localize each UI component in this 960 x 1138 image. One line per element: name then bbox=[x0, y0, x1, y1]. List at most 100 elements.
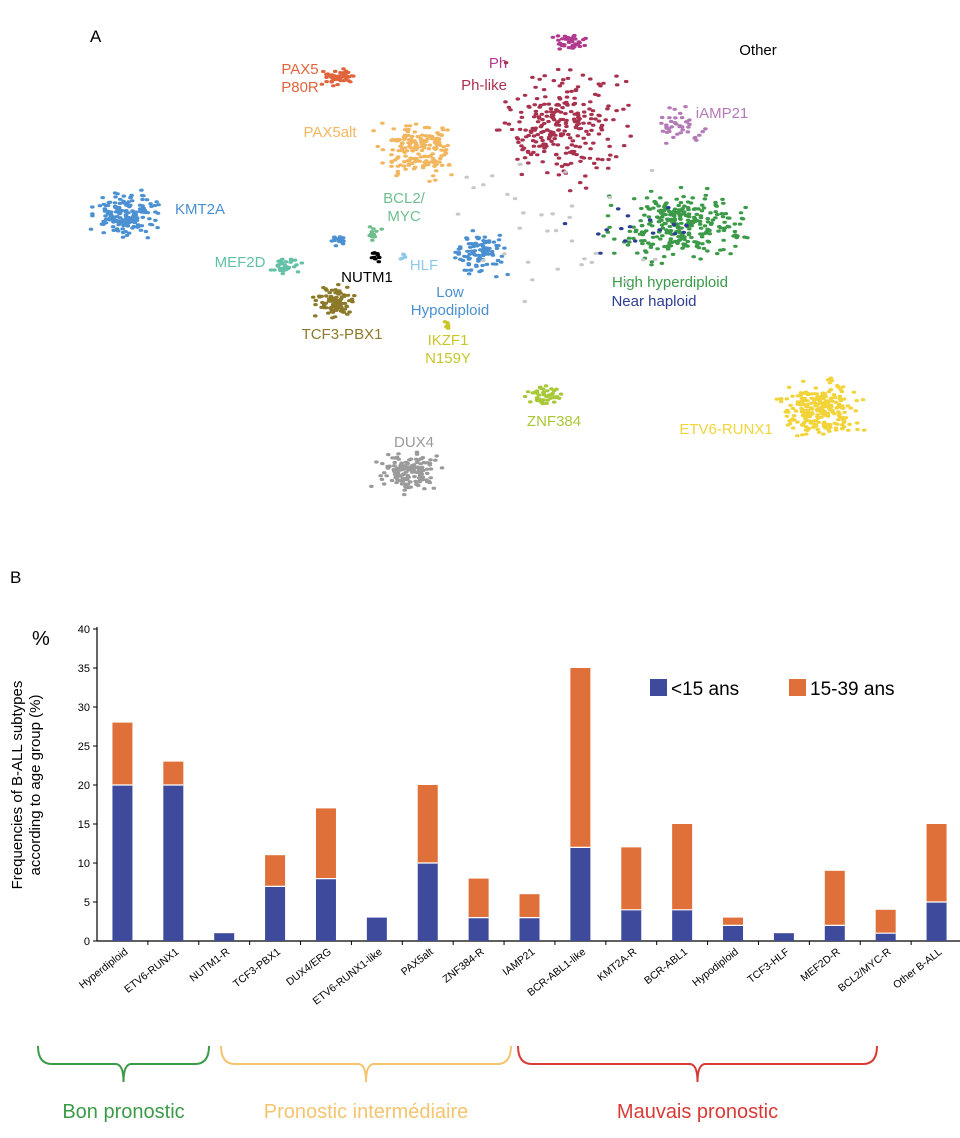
cluster-tcf3_pbx1 bbox=[310, 283, 357, 320]
bar-under-15 bbox=[163, 785, 184, 941]
tsne-point bbox=[742, 235, 747, 239]
tsne-point bbox=[404, 484, 409, 488]
tsne-point bbox=[614, 109, 619, 113]
tsne-point bbox=[386, 453, 391, 457]
tsne-point bbox=[654, 235, 660, 239]
tsne-point bbox=[129, 199, 135, 203]
tsne-point bbox=[474, 235, 480, 239]
tsne-point bbox=[88, 227, 94, 231]
bar-under-15 bbox=[468, 917, 489, 941]
tsne-point bbox=[548, 396, 553, 400]
tsne-point bbox=[103, 214, 108, 218]
tsne-point bbox=[671, 135, 676, 139]
tsne-point bbox=[503, 100, 508, 104]
tsne-point bbox=[543, 95, 548, 99]
tsne-point bbox=[815, 402, 821, 406]
tsne-point bbox=[108, 213, 114, 217]
bar-group bbox=[570, 668, 591, 941]
tsne-point bbox=[140, 197, 145, 202]
tsne-point bbox=[837, 412, 842, 416]
tsne-point bbox=[395, 169, 401, 174]
tsne-point bbox=[424, 471, 430, 475]
tsne-point bbox=[329, 80, 334, 84]
tsne-point bbox=[714, 204, 719, 208]
tsne-point bbox=[348, 80, 353, 84]
tsne-point bbox=[563, 112, 568, 116]
tsne-point bbox=[329, 288, 335, 292]
tsne-point bbox=[323, 306, 329, 310]
tsne-point bbox=[456, 251, 462, 255]
tsne-point bbox=[691, 215, 697, 219]
tsne-point bbox=[639, 223, 645, 228]
tsne-point bbox=[606, 104, 611, 108]
tsne-point bbox=[589, 260, 595, 264]
cluster-other bbox=[455, 162, 658, 304]
group-brace bbox=[517, 1045, 878, 1083]
tsne-point bbox=[540, 138, 545, 143]
tsne-point bbox=[545, 394, 551, 398]
tsne-point bbox=[549, 139, 554, 143]
legend-label: <15 ans bbox=[671, 679, 739, 700]
tsne-point bbox=[340, 242, 346, 246]
bar-group bbox=[926, 824, 947, 941]
tsne-point bbox=[647, 207, 653, 211]
tsne-point bbox=[709, 221, 714, 225]
tsne-point bbox=[659, 215, 665, 219]
tsne-point bbox=[661, 209, 667, 213]
tsne-point bbox=[790, 406, 796, 411]
tsne-point bbox=[590, 123, 596, 127]
tsne-point bbox=[560, 106, 565, 110]
tsne-point bbox=[626, 236, 632, 240]
bar-15-39 bbox=[824, 870, 845, 926]
tsne-point bbox=[565, 76, 571, 80]
tsne-point bbox=[525, 260, 531, 264]
tsne-point bbox=[153, 218, 158, 222]
tsne-point bbox=[416, 480, 422, 484]
tsne-point bbox=[714, 252, 720, 256]
cluster-mef2d bbox=[268, 257, 305, 276]
tsne-point bbox=[614, 83, 620, 87]
tsne-point bbox=[419, 133, 425, 137]
tsne-point bbox=[557, 96, 562, 100]
tsne-point bbox=[611, 118, 616, 122]
tsne-point bbox=[145, 211, 151, 215]
cluster-znf384 bbox=[522, 384, 564, 406]
tsne-point bbox=[330, 303, 336, 307]
tsne-point bbox=[728, 252, 733, 256]
tsne-point bbox=[398, 464, 404, 468]
tsne-point bbox=[147, 217, 152, 221]
tsne-point bbox=[470, 229, 476, 233]
tsne-point bbox=[564, 124, 569, 129]
tsne-point bbox=[817, 399, 823, 403]
tsne-point bbox=[126, 221, 131, 225]
tsne-point bbox=[478, 248, 483, 252]
tsne-point bbox=[407, 142, 413, 146]
tsne-point bbox=[394, 174, 399, 178]
y-tick-label: 20 bbox=[78, 780, 90, 792]
tsne-point bbox=[154, 200, 159, 204]
bar-group bbox=[875, 909, 896, 941]
bar-under-15 bbox=[570, 847, 591, 941]
tsne-point bbox=[423, 461, 428, 465]
tsne-point bbox=[484, 262, 490, 266]
tsne-point bbox=[671, 214, 677, 218]
tsne-point bbox=[549, 393, 555, 397]
tsne-point bbox=[554, 395, 560, 399]
tsne-point bbox=[374, 460, 379, 464]
tsne-point bbox=[648, 245, 654, 249]
tsne-point bbox=[420, 456, 426, 460]
tsne-point bbox=[143, 229, 149, 234]
bar-15-39 bbox=[112, 722, 133, 785]
tsne-point bbox=[420, 475, 426, 479]
tsne-point bbox=[424, 478, 429, 482]
tsne-point bbox=[682, 237, 687, 241]
tsne-point bbox=[471, 186, 476, 190]
tsne-point bbox=[538, 136, 544, 140]
tsne-point bbox=[732, 229, 738, 234]
tsne-point bbox=[552, 137, 557, 141]
tsne-point bbox=[406, 127, 411, 132]
bar-15-39 bbox=[875, 909, 896, 934]
tsne-point bbox=[538, 125, 544, 129]
tsne-point bbox=[502, 252, 507, 256]
panel-b-letter: B bbox=[10, 568, 21, 587]
